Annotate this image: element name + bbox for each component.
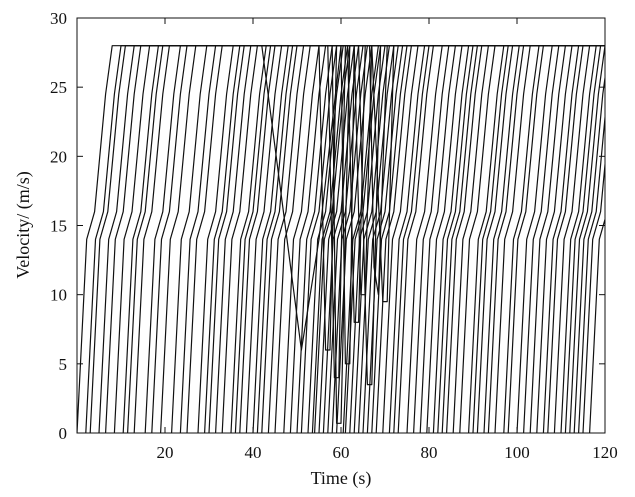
vehicle-velocity-line-77	[542, 45, 605, 433]
vehicle-velocity-line-23	[239, 45, 605, 433]
vehicle-velocity-line-57	[419, 45, 605, 433]
vehicle-velocity-line-20	[221, 45, 605, 433]
vehicle-velocity-line-47	[362, 45, 605, 433]
x-tick-label: 40	[245, 443, 262, 462]
x-tick-label: 80	[421, 443, 438, 462]
y-tick-label: 20	[50, 147, 67, 166]
disturbance-line-8	[371, 45, 395, 303]
x-tick-label: 60	[333, 443, 350, 462]
y-tick-label: 10	[50, 286, 67, 305]
y-tick-label: 5	[59, 355, 68, 374]
vehicle-velocity-line-86	[589, 217, 605, 433]
ticks-layer: 20 40 60 80 100 120 0 5 10 15 20 25 30	[50, 9, 618, 462]
disturbance-line-2	[318, 45, 338, 351]
vehicle-velocity-line-84	[578, 111, 605, 433]
vehicle-velocity-line-15	[186, 45, 605, 433]
vehicle-velocity-line-78	[547, 45, 605, 433]
vehicle-velocity-line-55	[406, 45, 605, 433]
vehicle-velocity-line-79	[553, 45, 605, 433]
x-tick-label: 120	[592, 443, 618, 462]
vehicle-velocity-line-52	[388, 45, 605, 433]
vehicle-velocity-line-70	[494, 45, 605, 433]
disturbance-line-10	[327, 45, 346, 379]
vehicle-velocity-line-37	[318, 45, 605, 433]
vehicle-velocity-line-43	[344, 45, 605, 433]
vehicle-velocity-line-40	[331, 45, 605, 433]
vehicle-velocity-line-62	[446, 45, 605, 433]
x-axis-title: Time (s)	[311, 468, 372, 489]
disturbance-line-9	[331, 45, 351, 424]
vehicle-velocity-line-21	[230, 45, 605, 433]
x-tick-label: 100	[504, 443, 530, 462]
disturbance-line-6	[358, 45, 382, 386]
disturbance-line-3	[340, 45, 355, 365]
vehicle-velocity-line-65	[468, 45, 605, 433]
vehicle-velocity-line-60	[437, 45, 605, 433]
disturbance-line-5	[353, 45, 373, 296]
vehicle-velocity-line-33	[300, 45, 605, 433]
y-axis-title: Velocity/ (m/s)	[13, 171, 34, 278]
disturbance-line-7	[369, 45, 388, 296]
series-layer	[77, 45, 605, 433]
y-tick-label: 30	[50, 9, 67, 28]
vehicle-velocity-line-50	[375, 45, 605, 433]
y-tick-label: 25	[50, 78, 67, 97]
x-tick-label: 20	[157, 443, 174, 462]
vehicle-velocity-line-85	[582, 158, 605, 433]
vehicle-velocity-line-4	[98, 45, 605, 433]
vehicle-velocity-line-82	[569, 45, 605, 433]
vehicle-velocity-line-83	[573, 73, 605, 433]
y-tick-label: 15	[50, 217, 67, 236]
vehicle-velocity-line-81	[564, 45, 605, 433]
vehicle-velocity-line-29	[274, 45, 605, 433]
y-tick-label: 0	[59, 424, 68, 443]
